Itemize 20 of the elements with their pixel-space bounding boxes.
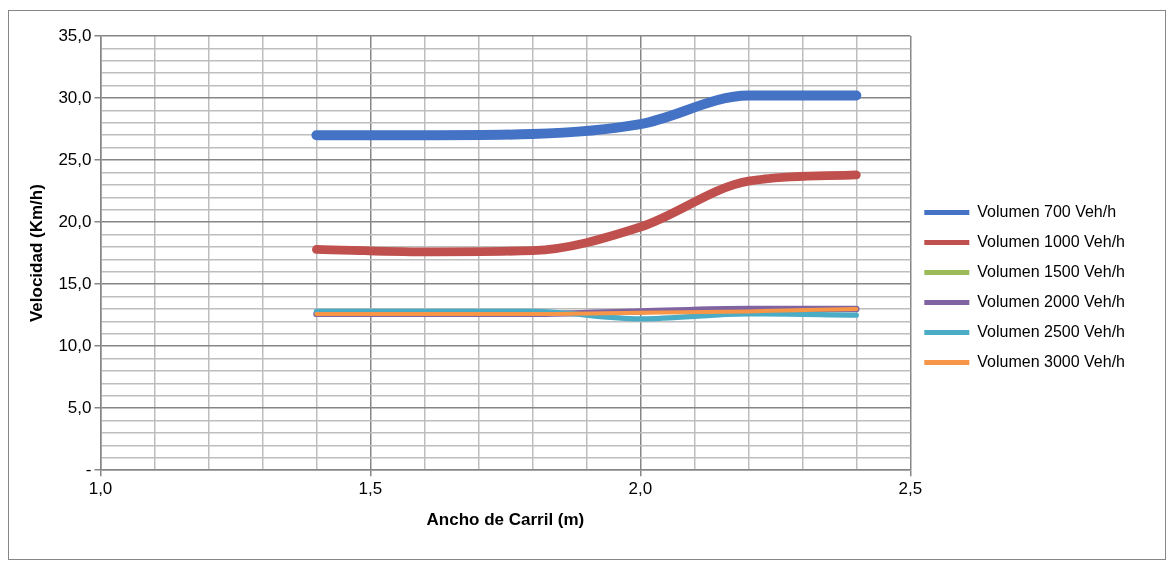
y-tick-label: 20,0 bbox=[58, 211, 92, 231]
legend-label: Volumen 2500 Veh/h bbox=[977, 322, 1126, 340]
x-tick-label: 1,0 bbox=[88, 479, 113, 499]
x-tick-label: 1,5 bbox=[358, 479, 383, 499]
y-tick-label: 35,0 bbox=[58, 25, 92, 45]
y-axis-title: Velocidad (Km/h) bbox=[26, 184, 46, 323]
legend-label: Volumen 700 Veh/h bbox=[977, 202, 1117, 220]
x-tick-label: 2,0 bbox=[628, 479, 653, 499]
legend-label: Volumen 3000 Veh/h bbox=[977, 352, 1126, 370]
x-axis-title: Ancho de Carril (m) bbox=[426, 510, 585, 530]
y-tick-label: 5,0 bbox=[67, 397, 92, 417]
legend-label: Volumen 1000 Veh/h bbox=[977, 232, 1126, 250]
y-tick-label: 25,0 bbox=[58, 149, 92, 169]
y-tick-label: 15,0 bbox=[58, 273, 92, 293]
x-tick-label: 2,5 bbox=[898, 479, 923, 499]
legend-label: Volumen 1500 Veh/h bbox=[977, 262, 1126, 280]
y-tick-label: - bbox=[85, 459, 92, 479]
y-tick-label: 30,0 bbox=[58, 87, 92, 107]
legend-label: Volumen 2000 Veh/h bbox=[977, 292, 1126, 310]
y-tick-label: 10,0 bbox=[58, 335, 92, 355]
